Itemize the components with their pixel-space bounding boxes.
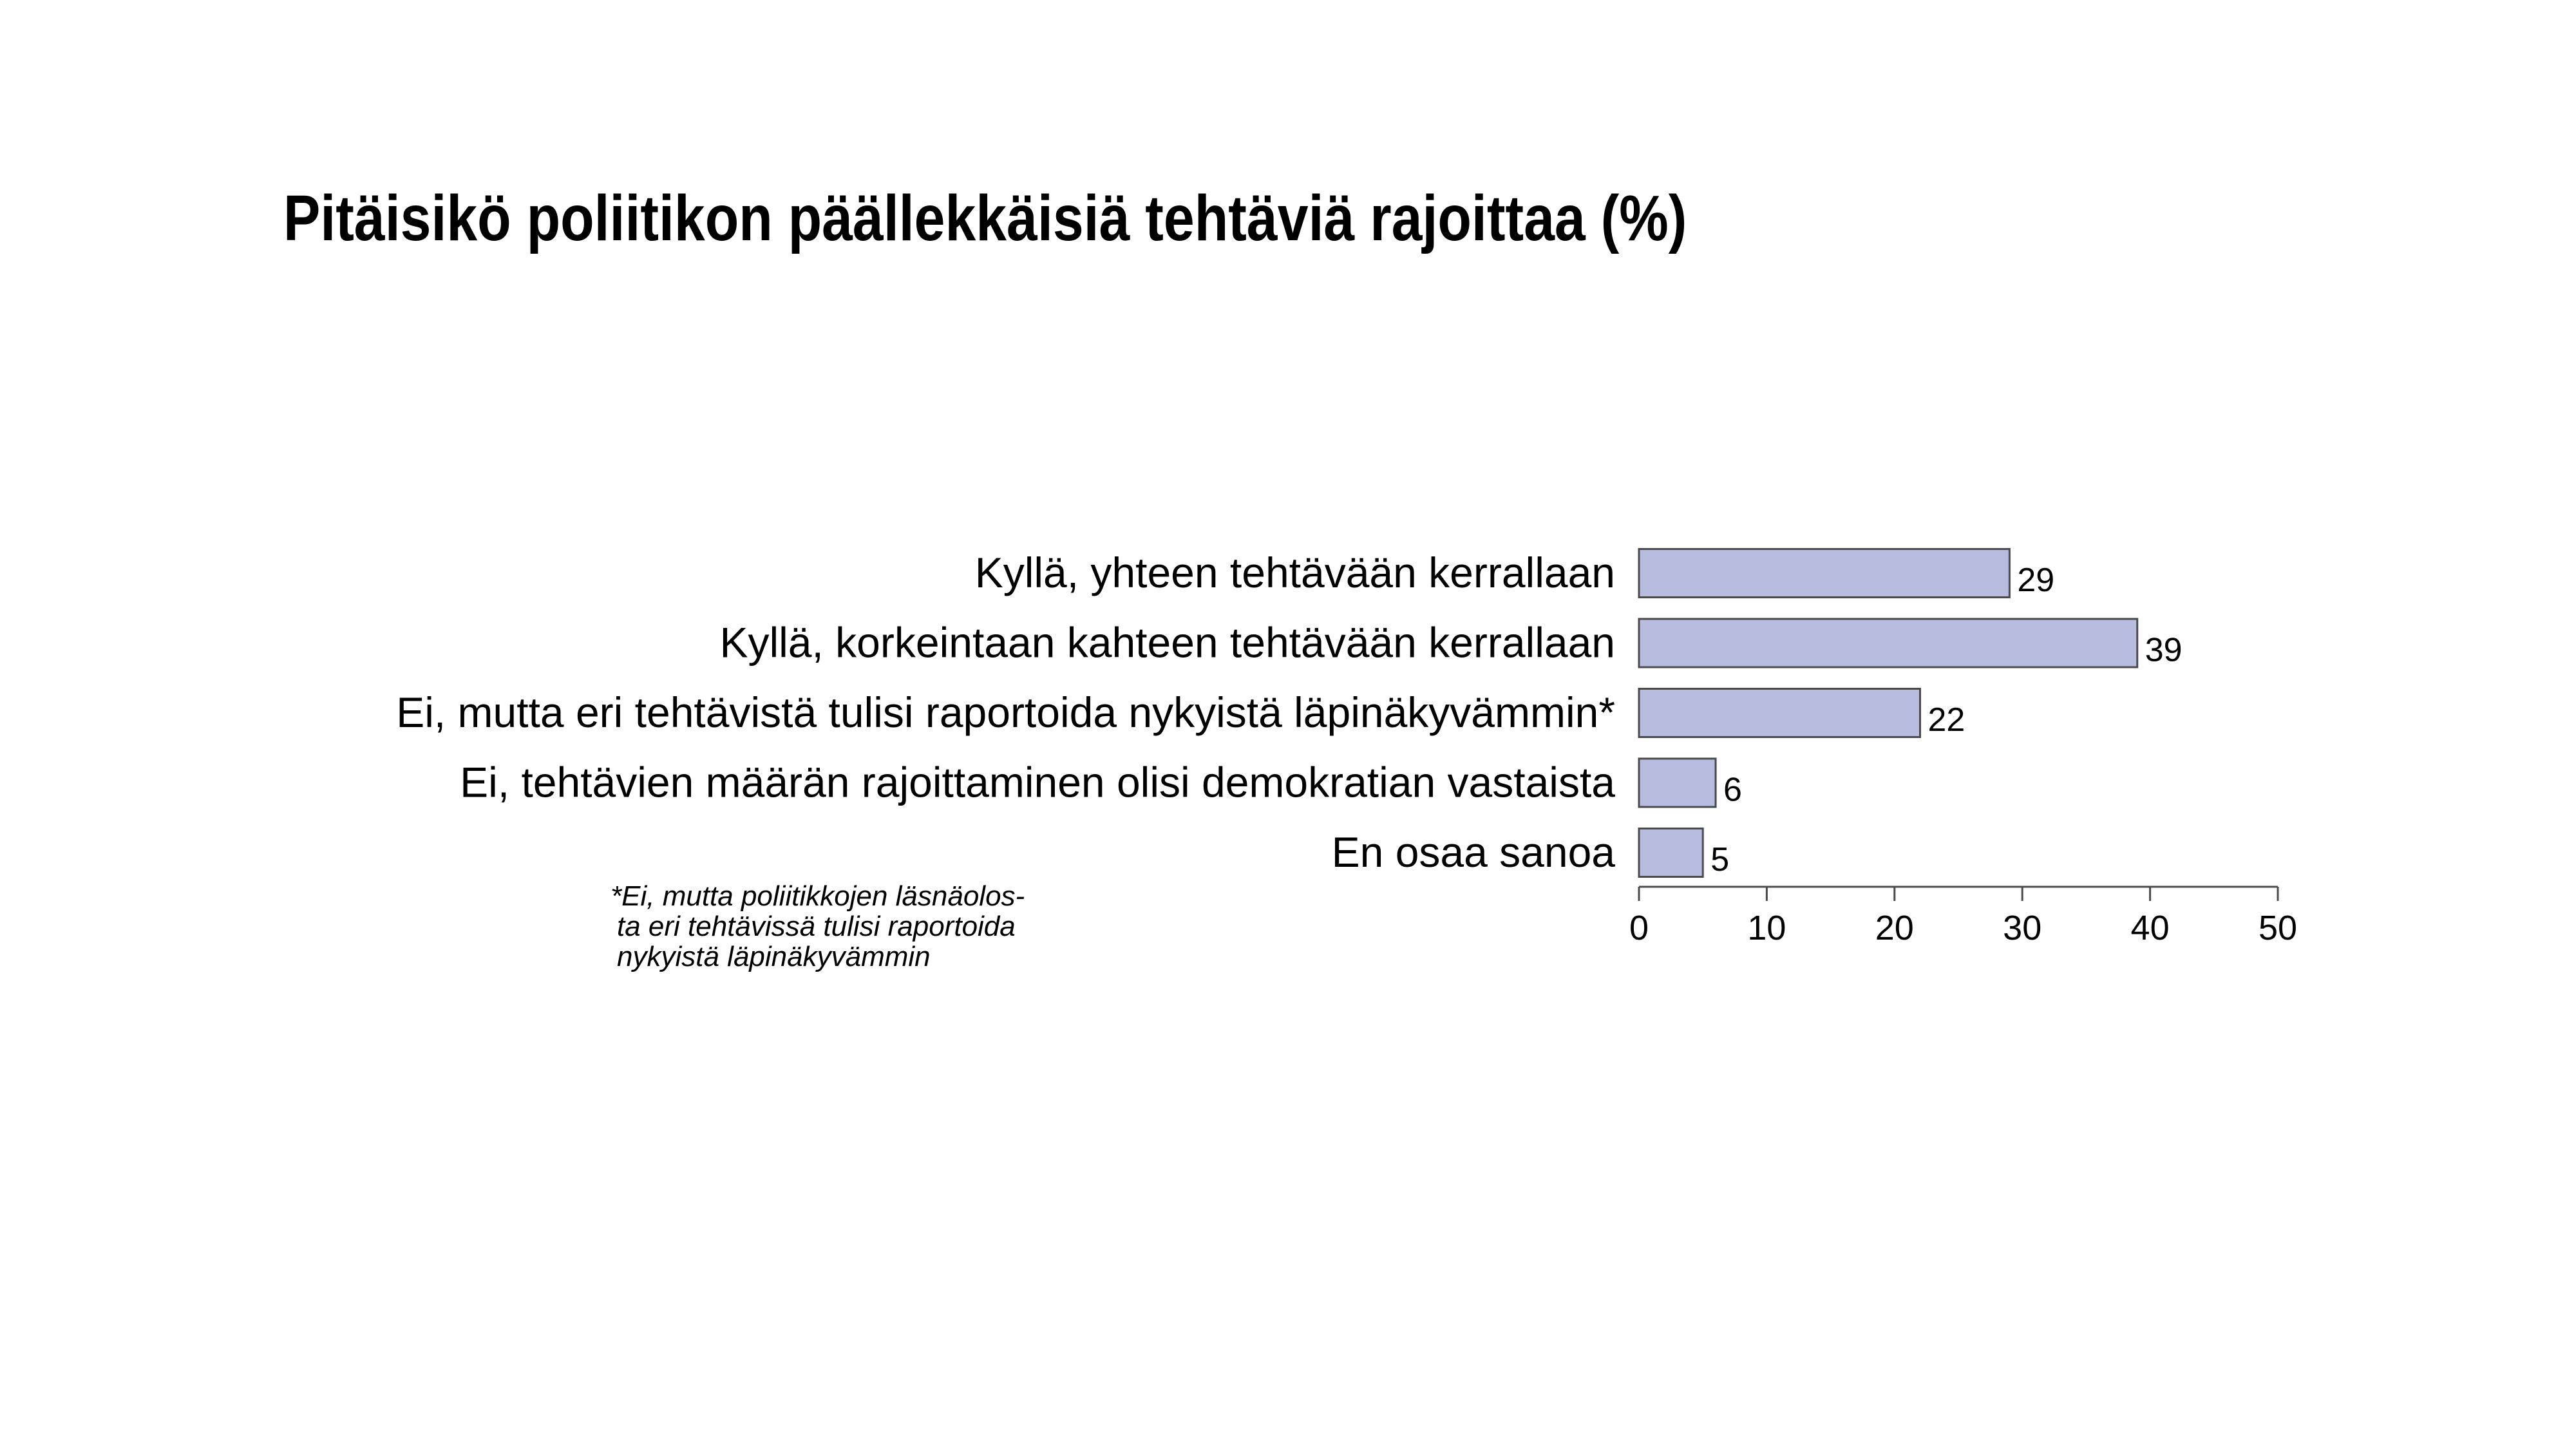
x-tick-label: 10 [1747,909,1786,947]
footnote-line: nykyistä läpinäkyvämmin [617,941,931,972]
category-labels: Kyllä, yhteen tehtävään kerrallaan Kyllä,… [396,549,1615,876]
x-tick-label: 30 [2003,909,2041,947]
footnote-line: *Ei, mutta poliitikkojen läsnäolos- [611,880,1025,912]
bar [1638,757,1717,808]
chart-title: Pitäisikö poliitikon päällekkäisiä tehtä… [283,182,1687,254]
bars-layer [1638,548,2139,878]
category-label: Kyllä, korkeintaan kahteen tehtävään ker… [719,619,1615,667]
value-labels: 29 39 22 6 5 [1710,562,2182,878]
category-label: En osaa sanoa [1332,828,1616,876]
category-label: Ei, mutta eri tehtävistä tulisi raportoi… [396,688,1615,736]
bar [1638,548,2011,598]
category-label: Ei, tehtävien määrän rajoittaminen olisi… [460,759,1615,806]
x-tick-label: 0 [1629,909,1649,947]
footnote-line: ta eri tehtävissä tulisi raportoida [617,911,1016,942]
footnote: *Ei, mutta poliitikkojen läsnäolos- ta e… [611,881,1025,972]
x-tick-label: 40 [2131,909,2170,947]
bar [1638,688,1921,738]
value-label: 5 [1710,841,1729,878]
value-label: 6 [1723,772,1742,809]
category-label: Kyllä, yhteen tehtävään kerrallaan [975,549,1615,596]
value-label: 39 [2145,632,2183,669]
bar [1638,618,2139,668]
bar [1638,828,1704,878]
value-label: 22 [1927,701,1965,739]
value-label: 29 [2017,562,2054,599]
x-axis: 0 10 20 30 40 50 [1629,886,2297,947]
x-tick-label: 20 [1875,909,1914,947]
x-tick-label: 50 [2259,909,2297,947]
